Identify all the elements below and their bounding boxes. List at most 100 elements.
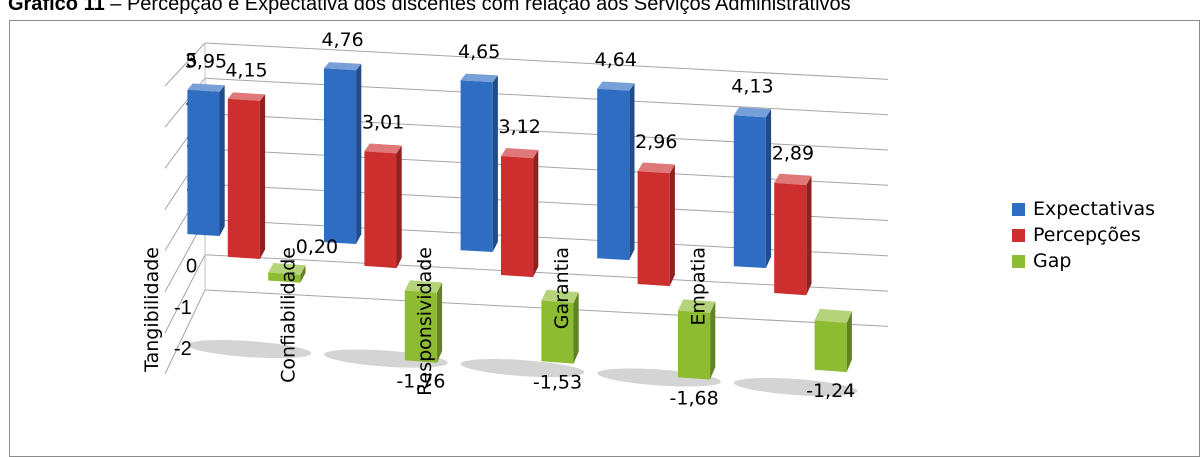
bar-top (733, 107, 772, 118)
bar-side (219, 85, 225, 236)
bar-front (268, 272, 301, 283)
y-tick-label: -2 (174, 338, 192, 360)
bar-front (364, 151, 397, 269)
bar-front (460, 80, 493, 253)
data-label-expectativas-empatia: 4,13 (731, 75, 773, 97)
gridline-5 (204, 42, 889, 80)
bar-side (629, 83, 635, 261)
data-label-gap-garantia: -1,68 (670, 387, 719, 409)
floor-shadow-tangibilidade (187, 340, 312, 359)
bar-front (733, 115, 766, 269)
chart-gridlines (164, 42, 889, 375)
legend-swatch-gap (1012, 254, 1025, 268)
bar-side (846, 311, 852, 373)
gridline-2 (204, 148, 889, 186)
chart-legend: Expectativas Percepções Gap (1012, 196, 1155, 274)
data-label-gap-tangibilidade: 0,20 (296, 236, 338, 258)
bar-front (501, 156, 534, 278)
data-label-percepcoes-empatia: 2,89 (772, 142, 814, 164)
caption-number: Gráfico 11 (8, 0, 105, 15)
y-tick-label: 5 (186, 50, 197, 72)
bar-side (710, 301, 716, 380)
gridline-0 (204, 218, 889, 257)
data-label-expectativas-tangibilidade: 3,95 (185, 51, 227, 73)
bar-side (300, 265, 306, 283)
chart-floor (165, 290, 888, 429)
legend-item-expectativas: Expectativas (1012, 196, 1155, 222)
bar-top (324, 62, 362, 71)
data-label-gap-confiabilidade: -1,76 (396, 371, 445, 393)
bar-percepcoes-empatia (774, 173, 812, 296)
bar-gap-tangibilidade (268, 263, 306, 283)
bar-front (187, 89, 220, 236)
gridline-side--1 (164, 254, 206, 334)
data-label-expectativas-garantia: 4,64 (595, 49, 637, 71)
bar-side (669, 164, 675, 287)
bar-top (268, 263, 306, 275)
bar-gap-confiabilidade (404, 280, 443, 363)
category-label-responsividade: Responsividade (414, 247, 436, 396)
data-label-gap-empatia: -1,24 (806, 380, 855, 402)
bar-side (806, 175, 812, 296)
category-label-confiabilidade: Confiabilidade (278, 247, 300, 383)
legend-swatch-expectativas (1012, 202, 1025, 216)
bar-top (637, 162, 675, 174)
data-label-percepcoes-tangibilidade: 4,15 (225, 60, 267, 82)
bar-expectativas-tangibilidade (187, 83, 225, 236)
data-label-percepcoes-garantia: 2,96 (635, 131, 677, 153)
bar-percepcoes-responsividade (501, 148, 539, 278)
data-label-expectativas-confiabilidade: 4,76 (321, 29, 363, 51)
bar-expectativas-empatia (733, 107, 772, 269)
bar-side (396, 145, 402, 269)
bar-front (774, 182, 807, 296)
bar-expectativas-responsividade (460, 73, 498, 253)
bar-top (404, 280, 443, 293)
bar-top (814, 308, 852, 323)
gridline--1 (204, 254, 889, 292)
bar-side (356, 63, 362, 245)
y-tick-label: -1 (174, 297, 192, 319)
legend-item-percepcoes: Percepções (1012, 222, 1155, 248)
bar-top (541, 289, 579, 303)
data-label-percepcoes-responsividade: 3,12 (499, 116, 541, 138)
category-label-empatia: Empatia (687, 247, 709, 326)
bar-expectativas-garantia (597, 81, 635, 261)
bar-expectativas-confiabilidade (324, 62, 362, 245)
bar-top (501, 148, 539, 159)
gridline-3 (204, 113, 889, 151)
chart-bars (187, 62, 852, 380)
gridline-side-5 (164, 42, 206, 87)
bar-top (187, 83, 225, 92)
bar-front (404, 290, 437, 363)
category-label-garantia: Garantia (551, 247, 573, 329)
chart-caption: Gráfico 11 – Percepção e Expectativa dos… (8, 0, 851, 16)
y-tick-label: 0 (186, 256, 197, 278)
bar-top (364, 143, 402, 154)
legend-label-percepcoes: Percepções (1033, 224, 1141, 246)
legend-label-gap: Gap (1033, 250, 1072, 272)
bar-front (324, 68, 357, 244)
bar-side (492, 75, 498, 253)
bar-top (597, 81, 635, 91)
floor-shadow-empatia (733, 377, 858, 397)
chart-data-labels: 3,954,15 0,20 4,76 3,01 -1,76 4,65 3,12 -1,53 4,… (185, 29, 855, 409)
bar-front (597, 88, 630, 261)
category-label-tangibilidade: Tangibilidade (141, 247, 163, 373)
bar-side (765, 109, 772, 269)
bar-percepcoes-confiabilidade (364, 143, 402, 269)
bar-gap-empatia (814, 308, 852, 373)
bar-front (814, 320, 847, 373)
bar-percepcoes-garantia (637, 162, 675, 287)
bar-side (573, 292, 579, 364)
bar-front (637, 171, 670, 287)
bar-front (227, 98, 260, 259)
gridline-side--2 (164, 289, 206, 375)
x-axis-categories: Tangibilidade Confiabilidade Responsividad… (141, 247, 709, 396)
data-label-percepcoes-confiabilidade: 3,01 (362, 111, 404, 133)
legend-swatch-percepcoes (1012, 228, 1025, 242)
caption-text: – Percepção e Expectativa dos discentes … (104, 0, 851, 15)
data-label-gap-responsividade: -1,53 (533, 371, 582, 393)
bar-top (774, 173, 812, 186)
bar-top (678, 299, 716, 313)
